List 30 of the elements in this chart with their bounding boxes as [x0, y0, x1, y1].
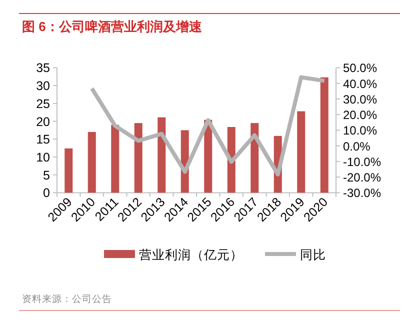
- bar: [320, 77, 328, 193]
- y2-tick-label: -20.0%: [343, 170, 382, 185]
- bar: [111, 124, 120, 193]
- line-series: [90, 75, 326, 176]
- bar: [88, 132, 96, 193]
- bar: [64, 148, 73, 193]
- y2-tick-label: 10.0%: [343, 124, 378, 138]
- y-tick-label: 35: [36, 61, 50, 76]
- chart-title: 图 6：公司啤酒营业利润及增速: [22, 19, 203, 34]
- legend-label: 同比: [300, 248, 326, 262]
- bar: [158, 117, 166, 193]
- y-tick-label: 30: [36, 79, 50, 94]
- text: 资料来源：公司公告: [22, 293, 112, 305]
- bar: [297, 111, 306, 193]
- y-tick-label: 5: [43, 168, 50, 182]
- y2-tick-label: 30.0%: [343, 92, 378, 106]
- y2-tick-label: 0.0%: [343, 139, 371, 154]
- legend-label: 营业利润（亿元）: [139, 248, 243, 262]
- y2-tick-label: 40.0%: [343, 76, 378, 91]
- bar: [250, 123, 259, 193]
- y-tick-label: 0: [43, 186, 50, 200]
- y2-tick-label: -30.0%: [343, 186, 382, 200]
- y-tick-label: 25: [36, 96, 50, 111]
- bar: [134, 123, 142, 193]
- y2-tick-label: 20.0%: [343, 108, 378, 122]
- y2-tick-label: 50.0%: [343, 61, 378, 76]
- y-tick-label: 10: [36, 150, 50, 164]
- y2-tick-label: -10.0%: [343, 154, 382, 169]
- y-tick-label: 20: [36, 114, 50, 129]
- y-tick-label: 15: [36, 132, 50, 147]
